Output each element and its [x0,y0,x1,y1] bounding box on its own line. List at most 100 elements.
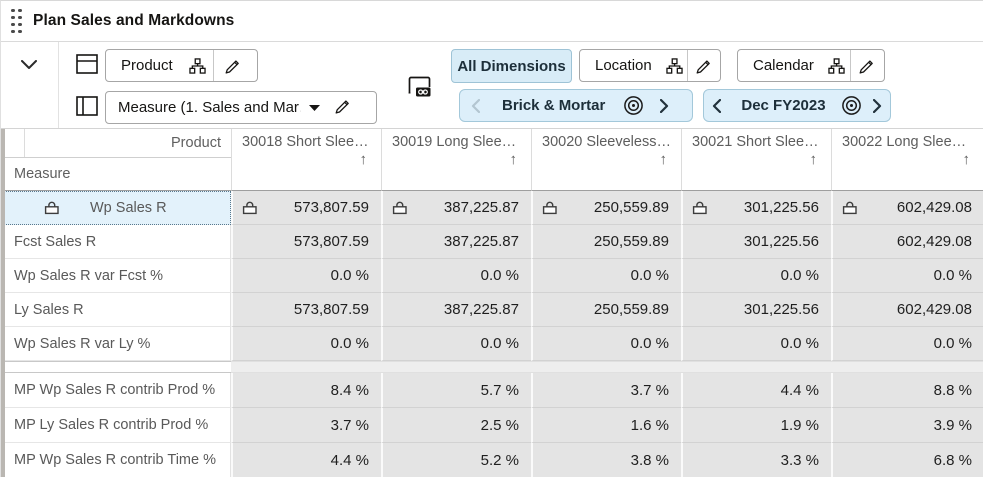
grid-cell[interactable]: 387,225.87 [381,191,531,225]
grid-cell[interactable]: 0.0 % [231,259,381,293]
cell-value: 0.0 % [480,335,519,352]
grid-cell[interactable]: 0.0 % [381,259,531,293]
dropdown-caret-icon[interactable] [301,104,334,111]
calendar-context-tile[interactable]: Dec FY2023 [703,89,891,122]
corner-stub [1,129,25,157]
drag-handle-icon[interactable] [11,8,22,34]
cell-value: 301,225.56 [743,199,819,216]
grid-cell[interactable]: 1.9 % [681,408,831,443]
location-dimension-button[interactable]: Location [579,49,721,82]
grid-cell[interactable]: 250,559.89 [531,293,681,327]
sort-ascending-icon[interactable]: ↑ [809,151,818,168]
cell-value: 2.5 % [480,416,519,434]
grid-cell[interactable]: 0.0 % [831,327,983,361]
chevron-left-icon[interactable] [704,90,729,121]
cell-value: 1.6 % [630,416,669,434]
sort-ascending-icon[interactable]: ↑ [659,151,668,168]
grid-cell[interactable]: 602,429.08 [831,191,983,225]
grid-cell[interactable]: 2.5 % [381,408,531,443]
grid-cell[interactable]: 0.0 % [381,327,531,361]
collapse-chevron-icon[interactable] [15,54,43,74]
grid-cell[interactable]: 573,807.59 [231,225,381,259]
column-header[interactable]: 30020 Sleeveless… ↑ [531,129,681,191]
location-context-label: Brick & Mortar [502,97,606,114]
grid-cell[interactable]: 4.4 % [231,443,381,477]
measure-dropdown[interactable]: Measure (1. Sales and Mar… [105,91,377,124]
row-axis-icon[interactable] [75,95,99,117]
grid-cell[interactable]: 3.8 % [531,443,681,477]
row-header-mp-wp-sales-r-contrib-time-[interactable]: MP Wp Sales R contrib Time % [1,443,231,477]
grid-cell[interactable]: 1.6 % [531,408,681,443]
edit-pencil-icon[interactable] [851,50,884,81]
row-header-fcst-sales-r[interactable]: Fcst Sales R [1,225,231,259]
hierarchy-icon[interactable] [824,50,850,81]
sort-ascending-icon[interactable]: ↑ [509,151,518,168]
grid-cell[interactable]: 301,225.56 [681,293,831,327]
hierarchy-icon[interactable] [662,50,687,81]
grid-cell[interactable]: 3.7 % [231,408,381,443]
column-header[interactable]: 30021 Short Slee… ↑ [681,129,831,191]
grid-cell[interactable]: 387,225.87 [381,293,531,327]
column-header[interactable]: 30022 Long Slee… ↑ [831,129,983,191]
manage-views-icon[interactable] [407,75,433,99]
column-header[interactable]: 30018 Short Slee… ↑ [231,129,381,191]
edit-pencil-icon[interactable] [334,97,376,119]
grid-cell[interactable]: 8.8 % [831,373,983,408]
grid-cell[interactable]: 573,807.59 [231,191,381,225]
hierarchy-icon[interactable] [183,50,213,81]
row-header-wp-sales-r-var-fcst-[interactable]: Wp Sales R var Fcst % [1,259,231,293]
grid-cell[interactable]: 3.3 % [681,443,831,477]
grid-cell[interactable]: 0.0 % [531,259,681,293]
grid-cell[interactable]: 8.4 % [231,373,381,408]
grid-cell[interactable]: 0.0 % [531,327,681,361]
calendar-context-label: Dec FY2023 [741,97,826,114]
grid-cell[interactable]: 5.7 % [381,373,531,408]
row-header-wp-sales-r-var-ly-[interactable]: Wp Sales R var Ly % [1,327,231,361]
chevron-left-icon[interactable] [460,90,490,121]
edit-pencil-icon[interactable] [214,50,252,81]
grid-cell[interactable]: 250,559.89 [531,191,681,225]
sort-ascending-icon[interactable]: ↑ [962,151,971,168]
cell-value: 3.9 % [933,416,972,434]
grid-cell[interactable]: 0.0 % [231,327,381,361]
grid-cell[interactable]: 387,225.87 [381,225,531,259]
all-dimensions-button[interactable]: All Dimensions [451,49,572,83]
grid-cell[interactable]: 0.0 % [681,259,831,293]
grid-cell[interactable]: 250,559.89 [531,225,681,259]
grid-cell[interactable]: 301,225.56 [681,225,831,259]
row-header-mp-wp-sales-r-contrib-prod-[interactable]: MP Wp Sales R contrib Prod % [1,373,231,408]
column-header[interactable]: 30019 Long Slee… ↑ [381,129,531,191]
grid-cell[interactable]: 3.7 % [531,373,681,408]
cell-value: 3.7 % [630,381,669,399]
grid-cell[interactable]: 5.2 % [381,443,531,477]
row-header-ly-sales-r[interactable]: Ly Sales R [1,293,231,327]
column-axis-product-button[interactable]: Product [105,49,258,82]
cell-value: 0.0 % [330,267,369,284]
cell-value: 0.0 % [480,267,519,284]
grid-cell[interactable]: 602,429.08 [831,225,983,259]
row-header-wp-sales-r[interactable]: Wp Sales R [1,191,231,225]
grid-cell[interactable]: 602,429.08 [831,293,983,327]
bullseye-icon[interactable] [617,90,649,121]
grid-cell[interactable]: 0.0 % [681,327,831,361]
grid-left-gutter[interactable] [1,129,5,477]
measure-dropdown-value: Measure (1. Sales and Mar… [118,99,301,116]
sort-ascending-icon[interactable]: ↑ [359,151,368,168]
page-title: Plan Sales and Markdowns [33,12,235,29]
column-axis-icon[interactable] [75,53,99,75]
calendar-dimension-button[interactable]: Calendar [737,49,885,82]
grid-cell[interactable]: 4.4 % [681,373,831,408]
grid-cell[interactable]: 3.9 % [831,408,983,443]
chevron-right-icon[interactable] [649,90,679,121]
grid-cell[interactable]: 0.0 % [831,259,983,293]
bullseye-icon[interactable] [838,90,865,121]
row-header-mp-ly-sales-r-contrib-prod-[interactable]: MP Ly Sales R contrib Prod % [1,408,231,443]
chevron-right-icon[interactable] [865,90,890,121]
grid-cell[interactable]: 301,225.56 [681,191,831,225]
cell-value: 8.8 % [933,381,972,399]
edit-pencil-icon[interactable] [688,50,720,81]
cell-value: 301,225.56 [743,233,819,250]
grid-cell[interactable]: 6.8 % [831,443,983,477]
grid-cell[interactable]: 573,807.59 [231,293,381,327]
location-context-tile[interactable]: Brick & Mortar [459,89,693,122]
